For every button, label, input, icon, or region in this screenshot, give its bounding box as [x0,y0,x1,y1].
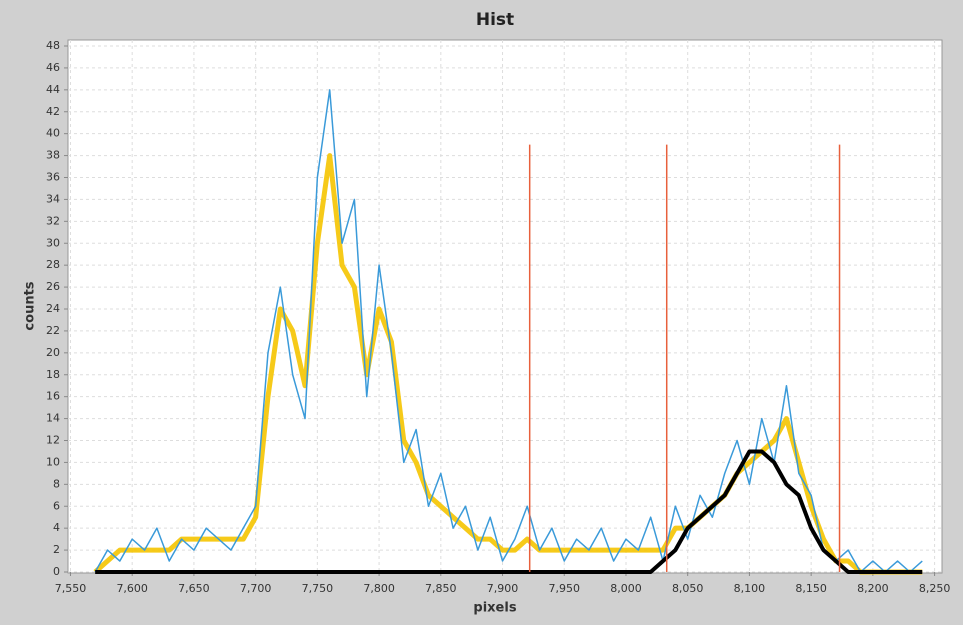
line-series [95,449,923,574]
y-tick-label: 48 [46,39,60,52]
x-tick-label: 8,000 [610,582,642,595]
line-series [94,89,923,573]
x-tick-label: 8,100 [734,582,766,595]
x-tick-label: 7,900 [487,582,519,595]
y-tick-label: 0 [53,565,60,578]
y-tick-label: 46 [46,61,60,74]
x-tick-label: 8,150 [795,582,827,595]
x-tick-label: 7,550 [55,582,87,595]
y-tick-label: 22 [46,324,60,337]
y-tick-label: 36 [46,171,60,184]
y-axis-label: counts [23,281,38,330]
y-tick-label: 32 [46,214,60,227]
x-tick-label: 8,050 [672,582,704,595]
y-tick-label: 44 [46,83,60,96]
x-tick-label: 8,250 [919,582,951,595]
y-tick-label: 40 [46,127,60,140]
y-tick-label: 14 [46,412,60,425]
y-tick-label: 8 [53,477,60,490]
y-tick-label: 26 [46,280,60,293]
x-tick-label: 7,650 [178,582,210,595]
y-tick-label: 12 [46,434,60,447]
y-tick-label: 42 [46,105,60,118]
y-tick-label: 34 [46,192,60,205]
y-tick-label: 38 [46,149,60,162]
y-tick-label: 18 [46,368,60,381]
x-tick-label: 8,200 [857,582,889,595]
x-tick-label: 7,750 [302,582,334,595]
y-tick-label: 6 [53,499,60,512]
y-tick-label: 20 [46,346,60,359]
x-tick-label: 7,850 [425,582,457,595]
x-tick-label: 7,600 [116,582,148,595]
x-tick-label: 7,800 [363,582,395,595]
x-tick-label: 7,700 [240,582,272,595]
x-tick-label: 7,950 [549,582,581,595]
y-tick-label: 4 [53,521,60,534]
y-tick-label: 28 [46,258,60,271]
x-axis-label: pixels [473,601,516,616]
y-tick-label: 10 [46,455,60,468]
y-tick-label: 30 [46,236,60,249]
chart-title: Hist [476,10,514,30]
y-tick-label: 16 [46,390,60,403]
y-tick-label: 24 [46,302,60,315]
y-tick-label: 2 [53,543,60,556]
